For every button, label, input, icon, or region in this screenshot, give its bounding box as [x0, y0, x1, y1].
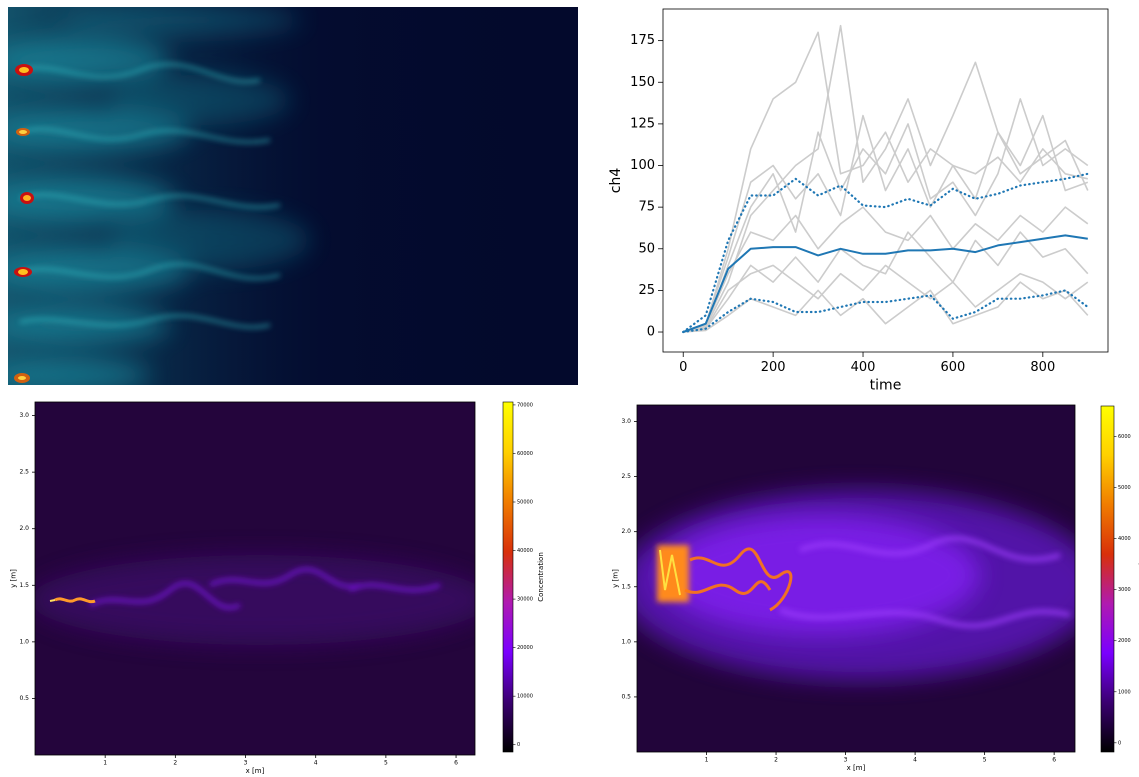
- colorbar-tick-label: 50000: [517, 500, 533, 506]
- colorbar: [502, 401, 514, 753]
- colorbar-tick-label: 5000: [1118, 485, 1131, 491]
- colorbar-tick-label: 30000: [517, 597, 533, 603]
- colorbar-tick-label: 6000: [1118, 434, 1131, 440]
- colorbar: [1100, 405, 1115, 753]
- y-tick-label: 0.5: [621, 693, 631, 700]
- plot-frame: [662, 8, 1109, 353]
- y-tick-label: 25: [638, 283, 655, 298]
- series-line: [683, 231, 1089, 333]
- x-tick-label: 3: [244, 759, 248, 766]
- x-tick-label: 0: [679, 360, 687, 375]
- y-tick-label: 1.5: [19, 582, 29, 589]
- x-tick-label: 400: [851, 360, 876, 375]
- y-tick-label: 2.5: [621, 473, 631, 480]
- simulation-image: [8, 7, 578, 385]
- series-line: [683, 281, 1089, 333]
- y-tick-label: 2.5: [19, 469, 29, 476]
- hot-spots: [14, 64, 34, 383]
- x-tick-label: 5: [384, 759, 388, 766]
- x-tick-label: 1: [103, 759, 107, 766]
- series-line: [682, 31, 1088, 333]
- series-line: [682, 114, 1089, 333]
- x-tick-label: 3: [844, 756, 848, 763]
- colorbar-tick-label: 20000: [517, 645, 533, 651]
- y-tick-label: 75: [638, 200, 655, 215]
- colorbar-tick-label: 0: [517, 742, 520, 748]
- colorbar-tick-label: 3000: [1118, 587, 1131, 593]
- x-tick-label: 2: [173, 759, 177, 766]
- plot-frame: [636, 404, 1076, 753]
- y-tick-label: 0: [647, 325, 655, 340]
- colorbar-tick-label: 2000: [1118, 638, 1131, 644]
- series-line: [683, 264, 1089, 333]
- concentration-image: [637, 405, 1075, 752]
- colorbar-tick-label: 60000: [517, 451, 533, 457]
- y-tick-label: 1.0: [19, 638, 29, 645]
- x-axis-label: x [m]: [847, 764, 866, 772]
- series-line: [682, 289, 1089, 334]
- series-line: [682, 172, 1089, 334]
- y-axis-label: ch4: [608, 168, 624, 194]
- x-axis-label: time: [870, 378, 902, 394]
- y-tick-label: 2.0: [19, 525, 29, 532]
- x-tick-label: 800: [1030, 360, 1055, 375]
- x-tick-label: 200: [761, 360, 786, 375]
- series-line: [682, 234, 1088, 333]
- y-axis-label: y [m]: [9, 569, 17, 588]
- series-line: [683, 24, 1089, 333]
- y-tick-label: 0.5: [19, 695, 29, 702]
- y-axis-label: y [m]: [611, 569, 619, 588]
- y-tick-label: 3.0: [621, 418, 631, 425]
- x-tick-label: 6: [1052, 756, 1056, 763]
- series-line: [683, 98, 1089, 333]
- y-tick-label: 125: [630, 116, 655, 131]
- x-tick-label: 5: [983, 756, 987, 763]
- x-tick-label: 600: [941, 360, 966, 375]
- x-axis-label: x [m]: [246, 767, 265, 775]
- y-tick-label: 50: [638, 241, 655, 256]
- concentration-image: [35, 402, 475, 755]
- y-tick-label: 100: [630, 158, 655, 173]
- y-tick-label: 3.0: [19, 412, 29, 419]
- x-tick-label: 1: [705, 756, 709, 763]
- plot-frame: [34, 401, 476, 756]
- x-tick-label: 2: [774, 756, 778, 763]
- y-tick-label: 1.0: [621, 638, 631, 645]
- colorbar-tick-label: 0: [1118, 740, 1121, 746]
- x-tick-label: 4: [314, 759, 318, 766]
- y-tick-label: 2.0: [621, 528, 631, 535]
- series-line: [682, 206, 1089, 333]
- colorbar-tick-label: 4000: [1118, 536, 1131, 542]
- colorbar-tick-label: 70000: [517, 402, 533, 408]
- y-tick-label: 150: [630, 75, 655, 90]
- y-tick-label: 1.5: [621, 583, 631, 590]
- y-tick-label: 175: [630, 33, 655, 48]
- x-tick-label: 4: [913, 756, 917, 763]
- colorbar-tick-label: 40000: [517, 548, 533, 554]
- colorbar-tick-label: 1000: [1118, 689, 1131, 695]
- x-tick-label: 6: [454, 759, 458, 766]
- colorbar-label: Concentration: [537, 552, 545, 602]
- colorbar-tick-label: 10000: [517, 694, 533, 700]
